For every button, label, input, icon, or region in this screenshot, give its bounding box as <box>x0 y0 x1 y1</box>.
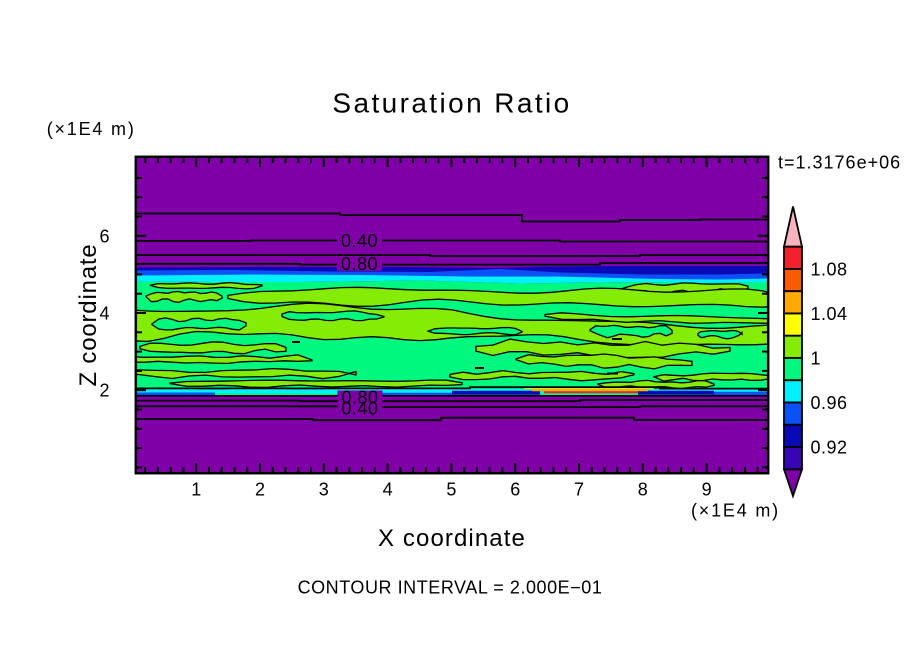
svg-text:2: 2 <box>255 479 265 499</box>
svg-text:1.08: 1.08 <box>811 259 848 279</box>
svg-text:4: 4 <box>99 304 109 324</box>
svg-text:0.40: 0.40 <box>341 231 378 251</box>
svg-text:(×1E4 m): (×1E4 m) <box>691 500 780 520</box>
svg-text:0.80: 0.80 <box>341 388 378 408</box>
svg-text:9: 9 <box>702 479 712 499</box>
svg-text:5: 5 <box>446 479 456 499</box>
svg-text:6: 6 <box>510 479 520 499</box>
svg-text:2: 2 <box>99 381 109 401</box>
svg-text:(×1E4 m): (×1E4 m) <box>47 119 136 139</box>
svg-text:0.40: 0.40 <box>341 398 378 418</box>
svg-text:1.04: 1.04 <box>811 304 848 324</box>
svg-text:CONTOUR INTERVAL = 2.000E−01: CONTOUR INTERVAL = 2.000E−01 <box>298 578 603 598</box>
svg-text:4: 4 <box>383 479 393 499</box>
svg-text:7: 7 <box>574 479 584 499</box>
svg-text:0.80: 0.80 <box>341 254 378 274</box>
svg-text:1: 1 <box>811 349 822 369</box>
svg-text:Saturation Ratio: Saturation Ratio <box>332 88 571 119</box>
svg-text:8: 8 <box>638 479 648 499</box>
svg-text:X coordinate: X coordinate <box>378 525 526 552</box>
svg-text:1: 1 <box>191 479 201 499</box>
svg-text:0.96: 0.96 <box>811 393 848 413</box>
svg-text:0.92: 0.92 <box>811 438 848 458</box>
svg-text:3: 3 <box>319 479 329 499</box>
svg-text:Z coordinate: Z coordinate <box>75 243 102 386</box>
svg-text:6: 6 <box>99 226 109 246</box>
svg-text:t=1.3176e+06: t=1.3176e+06 <box>778 152 901 172</box>
